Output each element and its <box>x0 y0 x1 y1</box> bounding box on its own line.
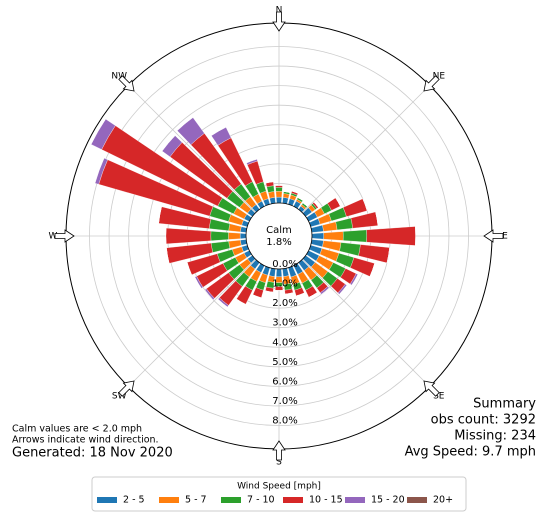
wedge <box>343 230 367 242</box>
ring-label: 8.0% <box>272 416 297 427</box>
radial-grid-line <box>302 259 429 386</box>
ring-label: 7.0% <box>272 396 297 407</box>
legend-swatch <box>97 497 117 503</box>
summary-line: Avg Speed: 9.7 mph <box>405 445 536 460</box>
wedge <box>211 231 229 241</box>
wedge <box>229 224 242 232</box>
summary-line: Missing: 234 <box>454 429 536 444</box>
wedge <box>312 233 324 239</box>
legend-swatch <box>407 497 427 503</box>
wedge <box>336 218 353 230</box>
summary-line: obs count: 3292 <box>431 413 536 428</box>
ring-label: 3.0% <box>272 318 297 329</box>
wedge <box>229 240 242 248</box>
direction-arrow <box>424 76 439 91</box>
legend-label: 15 - 20 <box>371 495 405 506</box>
legend-swatch <box>159 497 179 503</box>
direction-arrow <box>484 230 503 242</box>
direction-arrow <box>273 441 285 460</box>
note: Calm values are < 2.0 mph <box>12 424 142 435</box>
ring-label: 6.0% <box>272 376 297 387</box>
legend-swatch <box>283 497 303 503</box>
ring-label: 5.0% <box>272 357 297 368</box>
wedge <box>276 269 282 277</box>
legend-label: 10 - 15 <box>309 495 343 506</box>
wedge <box>166 228 211 244</box>
wedge <box>228 232 240 239</box>
legend-title: Wind Speed [mph] <box>237 482 321 492</box>
summary-title: Summary <box>473 397 536 412</box>
legend-swatch <box>221 497 241 503</box>
direction-arrow <box>55 230 74 242</box>
wedge <box>343 199 367 217</box>
legend-swatch <box>345 497 365 503</box>
wedge <box>275 185 282 187</box>
note: Arrows indicate wind direction. <box>12 435 159 446</box>
legend-label: 2 - 5 <box>123 495 145 506</box>
ring-label: 4.0% <box>272 337 297 348</box>
wedge <box>268 192 275 199</box>
direction-arrow <box>424 381 439 396</box>
wedge <box>276 191 282 197</box>
calm-value: 1.8% <box>266 237 291 248</box>
calm-label: Calm <box>266 225 292 236</box>
radial-grid-line <box>128 259 255 386</box>
legend-label: 20+ <box>433 495 453 506</box>
legend-label: 5 - 7 <box>185 495 207 506</box>
radial-grid-line <box>302 85 429 212</box>
wedge <box>339 243 360 256</box>
legend-label: 7 - 10 <box>247 495 275 506</box>
ring-label: 1.0% <box>272 279 297 290</box>
wedge <box>367 226 416 245</box>
wedge <box>276 197 281 203</box>
wedge <box>322 222 337 231</box>
ring-label: 2.0% <box>272 298 297 309</box>
generated: Generated: 18 Nov 2020 <box>12 446 173 461</box>
ring-label: 0.0% <box>272 259 297 270</box>
wedge <box>276 187 283 191</box>
wedge <box>324 232 344 241</box>
wedge <box>240 233 246 238</box>
